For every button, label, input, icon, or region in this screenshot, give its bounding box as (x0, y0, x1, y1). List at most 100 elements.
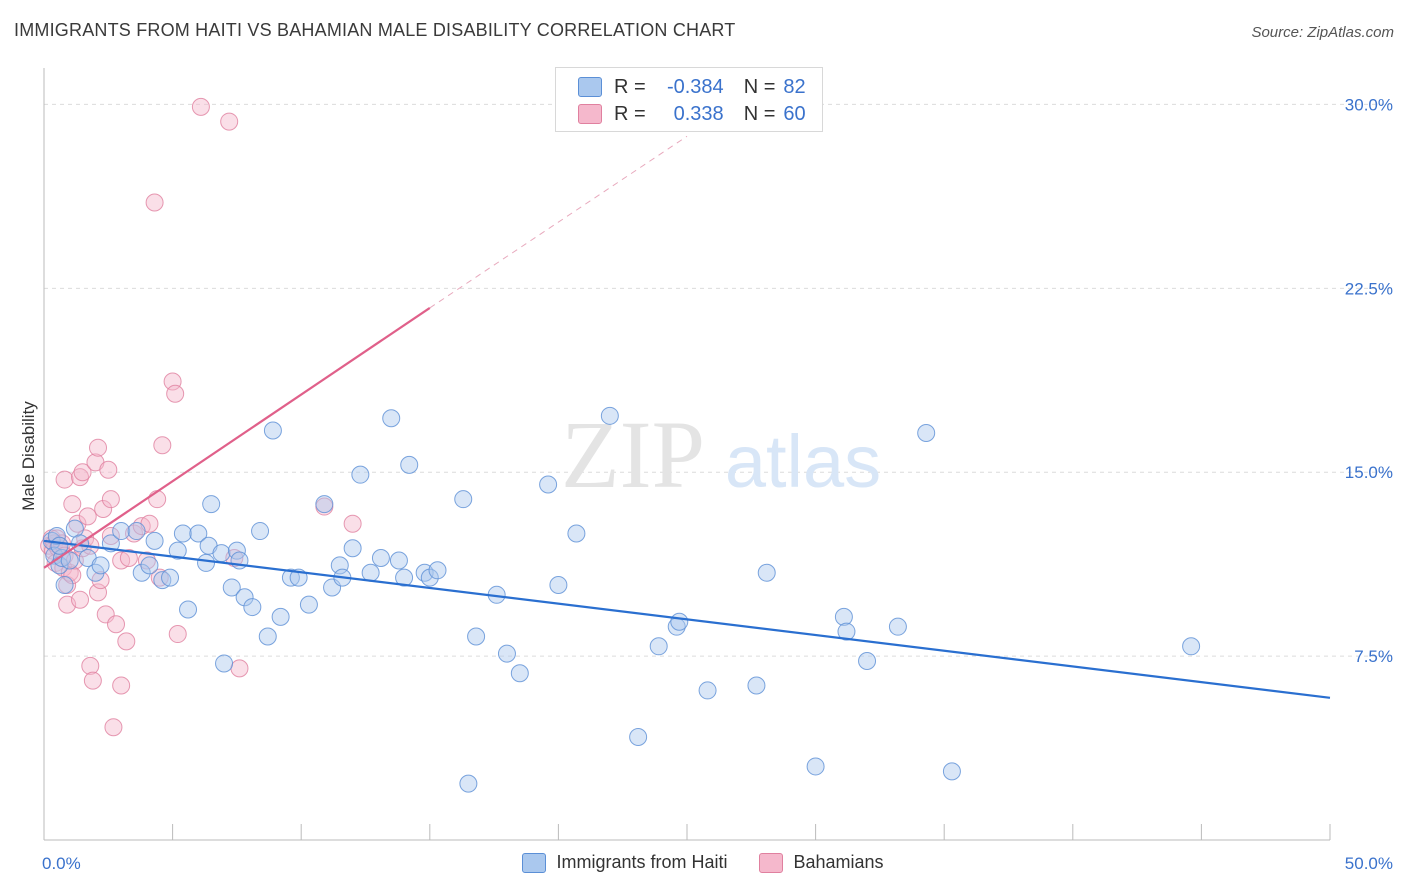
tick-labels: 7.5% 15.0% 22.5% 30.0% 0.0% 50.0% (42, 95, 1393, 873)
haiti-trend-line (43, 539, 1331, 699)
haiti-point (420, 568, 439, 587)
bahamians-trend-extension (429, 135, 688, 309)
bahamians-point (230, 659, 249, 678)
n-value: 82 (783, 75, 806, 98)
axes (43, 68, 1331, 841)
haiti-point (281, 568, 300, 587)
haiti-point (222, 578, 241, 597)
bahamians-point (83, 671, 102, 690)
bahamians-point (166, 384, 185, 403)
haiti-point (161, 568, 180, 587)
haiti-point (299, 595, 318, 614)
legend-swatch-blue (578, 77, 602, 97)
haiti-point (202, 495, 221, 514)
y-tick-label: 15.0% (1345, 463, 1393, 482)
chart-title: IMMIGRANTS FROM HAITI VS BAHAMIAN MALE D… (14, 20, 736, 40)
haiti-point (215, 654, 234, 673)
r-value: 0.338 (673, 102, 724, 125)
bahamians-point (101, 526, 120, 545)
bahamians-points (40, 97, 362, 737)
haiti-point (834, 607, 853, 626)
bahamians-point (94, 499, 113, 518)
trend-lines (43, 135, 1331, 699)
haiti-point (50, 536, 69, 555)
bahamians-point (63, 495, 82, 514)
haiti-point (371, 549, 390, 568)
watermark-zip: ZIP (561, 401, 705, 508)
bahamians-point (63, 566, 82, 585)
legend-item-haiti: Immigrants from Haiti (522, 852, 727, 873)
haiti-point (698, 681, 717, 700)
haiti-point (600, 406, 619, 425)
haiti-point (942, 762, 961, 781)
watermark: ZIP atlas (561, 401, 881, 508)
haiti-point (497, 644, 516, 663)
bahamians-point (55, 470, 74, 489)
haiti-point (549, 576, 568, 594)
bahamians-point (71, 590, 90, 609)
haiti-point (173, 524, 192, 543)
haiti-point (454, 490, 473, 509)
bahamians-point (168, 625, 187, 644)
bahamians-point (145, 193, 164, 212)
bahamians-point (220, 112, 239, 131)
bahamians-point (191, 97, 210, 116)
r-label: R = (614, 75, 646, 98)
haiti-point (251, 522, 270, 541)
haiti-point (510, 664, 529, 683)
bahamians-point (68, 514, 87, 533)
haiti-point (212, 544, 231, 563)
haiti-point (888, 617, 907, 636)
bahamians-point (89, 438, 108, 457)
haiti-point (806, 757, 825, 776)
haiti-point (179, 600, 198, 619)
y-tick-label: 7.5% (1354, 647, 1393, 666)
haiti-point (649, 637, 668, 656)
haiti-point (343, 539, 362, 558)
bahamians-point (119, 549, 138, 568)
n-label: N = (743, 102, 776, 125)
haiti-point (112, 522, 131, 541)
haiti-point (145, 531, 164, 550)
haiti-point (60, 551, 79, 570)
haiti-point (351, 465, 370, 484)
haiti-point (382, 409, 401, 428)
bahamians-point (99, 460, 118, 479)
haiti-point (271, 607, 290, 626)
legend-swatch-pink (759, 852, 784, 873)
haiti-point (315, 495, 334, 514)
haiti-point (55, 576, 74, 594)
haiti-point (168, 541, 187, 560)
bahamians-trend-line (43, 307, 431, 569)
haiti-point (395, 568, 414, 587)
source-label: Source: ZipAtlas.com (1251, 24, 1394, 41)
bahamians-point (104, 718, 123, 737)
haiti-point (389, 551, 408, 570)
haiti-point (747, 676, 766, 695)
haiti-point (459, 774, 478, 793)
y-tick-label: 30.0% (1345, 95, 1393, 114)
bahamians-point (107, 615, 126, 634)
haiti-points (42, 406, 1201, 793)
haiti-point (91, 556, 110, 575)
haiti-point (263, 421, 282, 440)
legend-row-bahamians: R = 0.338 N = 60 (578, 100, 806, 128)
n-value: 60 (783, 102, 806, 125)
bahamians-point (73, 463, 92, 482)
series-legend: Immigrants from Haiti Bahamians (0, 852, 1406, 873)
haiti-point (837, 622, 856, 641)
haiti-point (428, 561, 447, 580)
y-axis-label: Male Disability (19, 401, 38, 511)
x-tick-label: 0.0% (42, 854, 81, 873)
bahamians-point (81, 656, 100, 675)
legend-item-bahamians: Bahamians (759, 852, 884, 873)
bahamians-point (148, 490, 167, 509)
haiti-point (567, 524, 586, 543)
haiti-point (467, 627, 486, 646)
haiti-point (197, 553, 216, 572)
haiti-point (243, 598, 262, 617)
r-label: R = (614, 102, 646, 125)
gridlines (44, 103, 1392, 657)
haiti-point (757, 563, 776, 582)
